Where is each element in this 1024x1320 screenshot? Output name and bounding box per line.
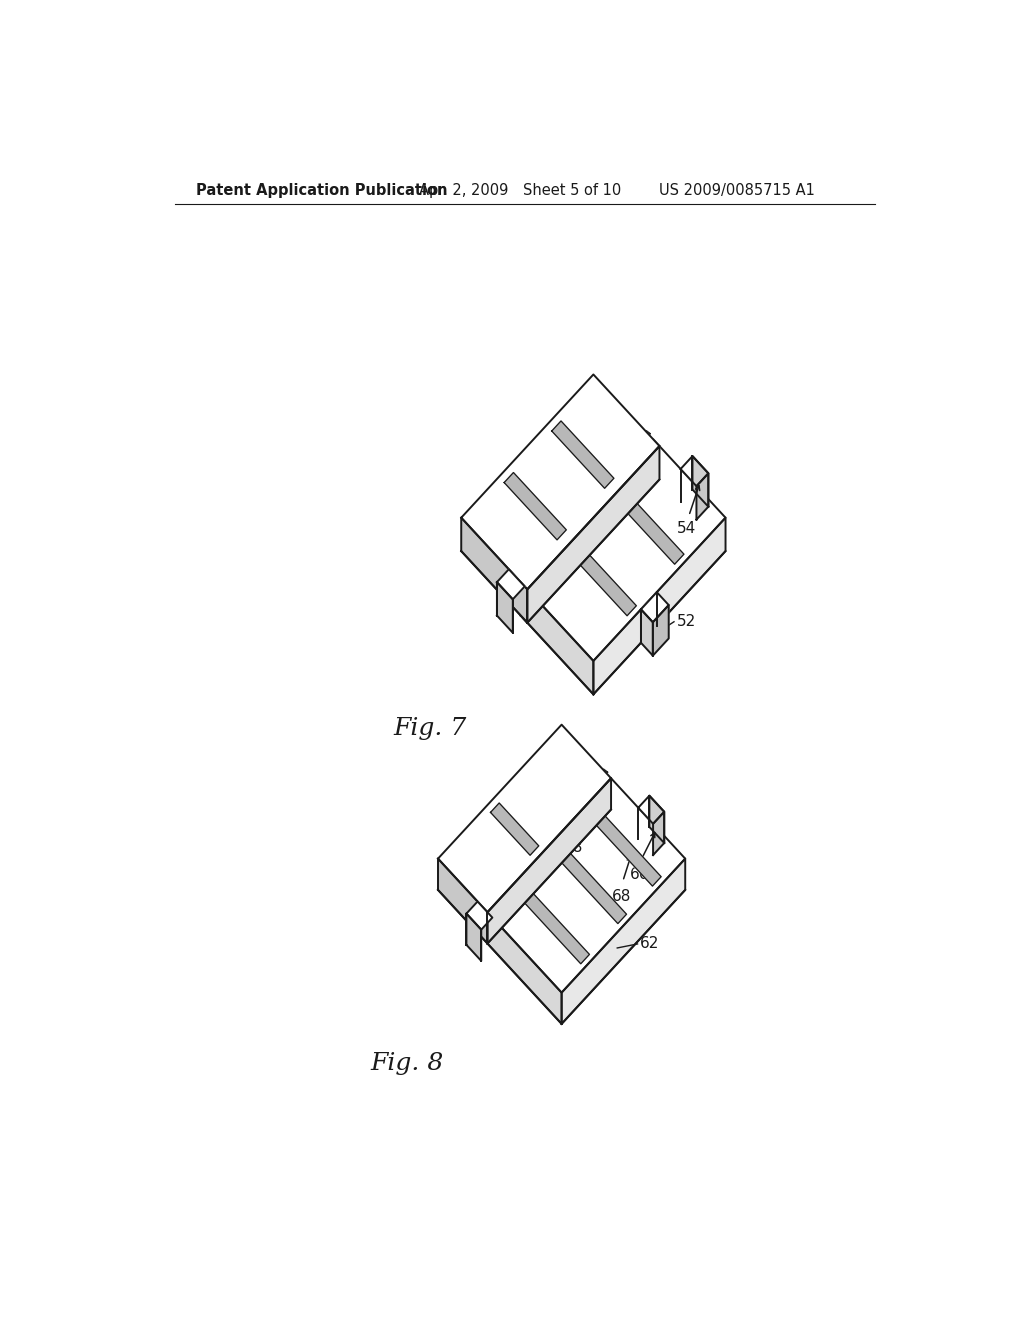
Polygon shape [653, 605, 669, 656]
Polygon shape [696, 474, 709, 520]
Text: 68: 68 [611, 890, 631, 904]
Polygon shape [438, 858, 487, 944]
Polygon shape [461, 375, 659, 589]
Text: 58: 58 [559, 537, 579, 553]
Polygon shape [497, 569, 524, 599]
Text: 54: 54 [677, 521, 696, 536]
Text: 68: 68 [511, 865, 530, 879]
Text: 50: 50 [564, 484, 584, 499]
Polygon shape [641, 593, 669, 622]
Text: Patent Application Publication: Patent Application Publication [197, 183, 447, 198]
Polygon shape [681, 457, 709, 486]
Polygon shape [641, 610, 653, 656]
Polygon shape [466, 913, 481, 961]
Text: 52: 52 [677, 614, 696, 630]
Polygon shape [653, 812, 665, 855]
Text: 64: 64 [541, 758, 560, 772]
Text: US 2009/0085715 A1: US 2009/0085715 A1 [658, 183, 815, 198]
Polygon shape [497, 582, 513, 632]
Polygon shape [438, 725, 611, 912]
Polygon shape [490, 803, 539, 855]
Polygon shape [561, 858, 685, 1024]
Polygon shape [649, 796, 665, 843]
Text: 66: 66 [630, 867, 649, 882]
Text: 56: 56 [586, 418, 605, 433]
Polygon shape [692, 457, 709, 507]
Polygon shape [593, 517, 726, 694]
Polygon shape [638, 796, 665, 824]
Text: Sheet 5 of 10: Sheet 5 of 10 [523, 183, 622, 198]
Polygon shape [527, 446, 659, 623]
Polygon shape [487, 912, 561, 1024]
Polygon shape [521, 582, 593, 694]
Text: 62: 62 [640, 936, 659, 952]
Text: Fig. 7: Fig. 7 [393, 717, 467, 739]
Polygon shape [487, 779, 685, 993]
Polygon shape [615, 490, 684, 564]
Text: Apr. 2, 2009: Apr. 2, 2009 [419, 183, 508, 198]
Polygon shape [554, 845, 627, 924]
Polygon shape [567, 541, 636, 615]
Text: Fig. 8: Fig. 8 [371, 1052, 443, 1074]
Text: 68: 68 [489, 832, 509, 847]
Polygon shape [504, 473, 566, 540]
Polygon shape [552, 421, 613, 488]
Polygon shape [461, 517, 527, 623]
Text: 68: 68 [564, 840, 584, 854]
Polygon shape [487, 779, 611, 944]
Polygon shape [588, 807, 662, 886]
Text: 60: 60 [531, 826, 551, 842]
Polygon shape [516, 884, 590, 964]
Polygon shape [521, 440, 726, 661]
Polygon shape [466, 902, 493, 929]
Text: 58: 58 [587, 516, 605, 532]
